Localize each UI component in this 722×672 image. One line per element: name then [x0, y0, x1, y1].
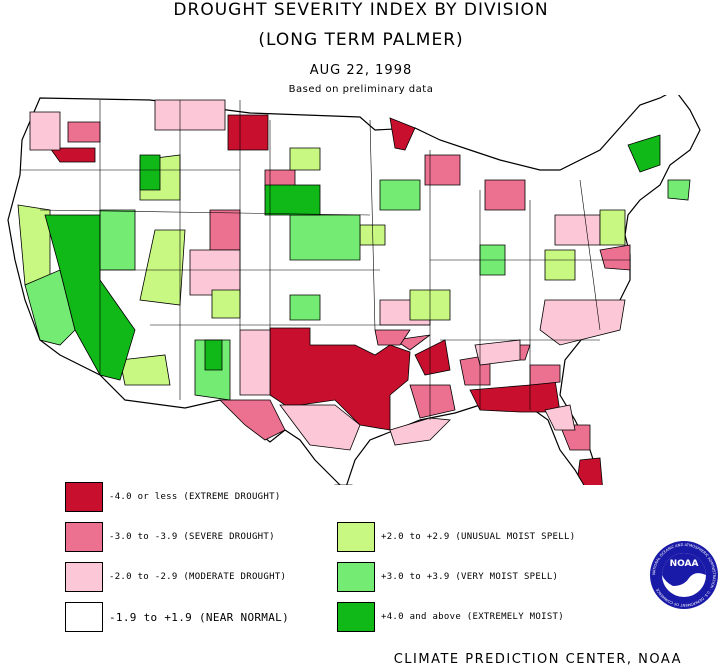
legend-swatch-near-normal	[65, 602, 103, 632]
region-id-extremely-moist	[139, 154, 161, 191]
legend-extremely-moist: +4.0 and above (EXTREMELY MOIST)	[337, 602, 564, 632]
region-wi-severe	[424, 154, 461, 186]
extreme-drought-regions	[49, 114, 603, 485]
region-ne-coast-very-moist	[667, 179, 691, 201]
region-ok-severe	[374, 329, 411, 346]
region-wy-moist	[211, 289, 241, 319]
region-ca-very-moist	[24, 269, 76, 346]
region-ga-severe	[529, 364, 561, 386]
region-ne-very-moist	[289, 214, 361, 261]
region-va-nc-moderate	[539, 299, 626, 346]
region-nv-very-moist	[99, 209, 136, 271]
region-oh-moist	[544, 249, 576, 281]
region-tx-south-severe	[219, 399, 286, 441]
region-id-severe	[209, 209, 241, 251]
region-tn-moderate	[474, 339, 521, 366]
moderate-drought-regions	[29, 99, 626, 451]
legend-near-normal: -1.9 to +1.9 (NEAR NORMAL)	[65, 602, 289, 632]
region-ar-extreme	[414, 339, 451, 376]
legend-swatch-very-moist	[337, 562, 375, 592]
map-subtitle: (LONG TERM PALMER)	[258, 30, 464, 50]
region-nd-moist	[289, 147, 321, 171]
map-title: DROUGHT SEVERITY INDEX BY DIVISION	[173, 0, 549, 20]
region-nm-extremely-moist	[204, 339, 223, 371]
region-wa-severe	[67, 121, 101, 143]
region-fl-moderate	[544, 404, 576, 431]
region-mt-moderate	[154, 99, 226, 131]
noaa-logo: NOAA NATIONAL OCEANIC AND ATMOSPHERIC AD…	[650, 541, 718, 609]
region-fl-extreme	[577, 457, 603, 485]
legend-swatch-extreme-drought	[65, 482, 103, 512]
region-pa-ny-moderate	[554, 214, 601, 246]
unusual-moist-regions	[17, 147, 626, 386]
region-co-moderate	[189, 249, 241, 296]
region-tx-moderate	[279, 404, 361, 451]
legend-label-very-moist: +3.0 to +3.9 (VERY MOIST SPELL)	[381, 572, 559, 582]
extremely-moist-regions	[44, 134, 661, 381]
noaa-logo-text: NOAA	[670, 559, 699, 569]
region-sd-very-moist	[379, 179, 421, 211]
region-mi-severe	[484, 179, 526, 211]
map-date: AUG 22, 1998	[309, 63, 413, 78]
state-boundaries	[20, 100, 630, 420]
legend-label-moderate-drought: -2.0 to -2.9 (MODERATE DROUGHT)	[109, 572, 287, 582]
region-md-severe	[599, 244, 631, 271]
region-vt-nh-extremely-moist	[627, 134, 661, 173]
legend-swatch-unusual-moist	[337, 522, 375, 552]
legend-label-unusual-moist: +2.0 to +2.9 (UNUSUAL MOIST SPELL)	[381, 532, 576, 542]
legend-very-moist: +3.0 to +3.9 (VERY MOIST SPELL)	[337, 562, 558, 592]
region-tx-east-moderate	[389, 417, 451, 446]
region-nd-extremely-moist	[264, 184, 321, 216]
legend-swatch-extremely-moist	[337, 602, 375, 632]
legend-label-severe-drought: -3.0 to -3.9 (SEVERE DROUGHT)	[109, 532, 275, 542]
region-or-extreme	[49, 147, 96, 163]
region-fl-north-severe	[559, 424, 591, 451]
legend-unusual-moist: +2.0 to +2.9 (UNUSUAL MOIST SPELL)	[337, 522, 575, 552]
legend-label-near-normal: -1.9 to +1.9 (NEAR NORMAL)	[109, 610, 289, 624]
region-mt-extreme	[227, 114, 269, 151]
legend-label-extreme-drought: -4.0 or less (EXTREME DROUGHT)	[109, 492, 281, 502]
legend-swatch-moderate-drought	[65, 562, 103, 592]
legend-severe-drought: -3.0 to -3.9 (SEVERE DROUGHT)	[65, 522, 275, 552]
legend-swatch-severe-drought	[65, 522, 103, 552]
region-ks-very-moist	[289, 294, 321, 321]
legend-moderate-drought: -2.0 to -2.9 (MODERATE DROUGHT)	[65, 562, 286, 592]
region-nm-moderate	[239, 329, 271, 396]
footer-credit: CLIMATE PREDICTION CENTER, NOAA	[393, 652, 682, 667]
legend-extreme-drought: -4.0 or less (EXTREME DROUGHT)	[65, 482, 281, 512]
region-az-moist	[119, 354, 171, 386]
region-ny-moist	[599, 209, 626, 246]
region-la-severe	[409, 384, 456, 419]
region-mn-extreme	[389, 117, 416, 151]
legend-label-extremely-moist: +4.0 and above (EXTREMELY MOIST)	[381, 612, 564, 622]
region-wa-moderate	[29, 111, 61, 151]
us-drought-map	[7, 95, 701, 485]
data-note: Based on preliminary data	[288, 84, 434, 95]
